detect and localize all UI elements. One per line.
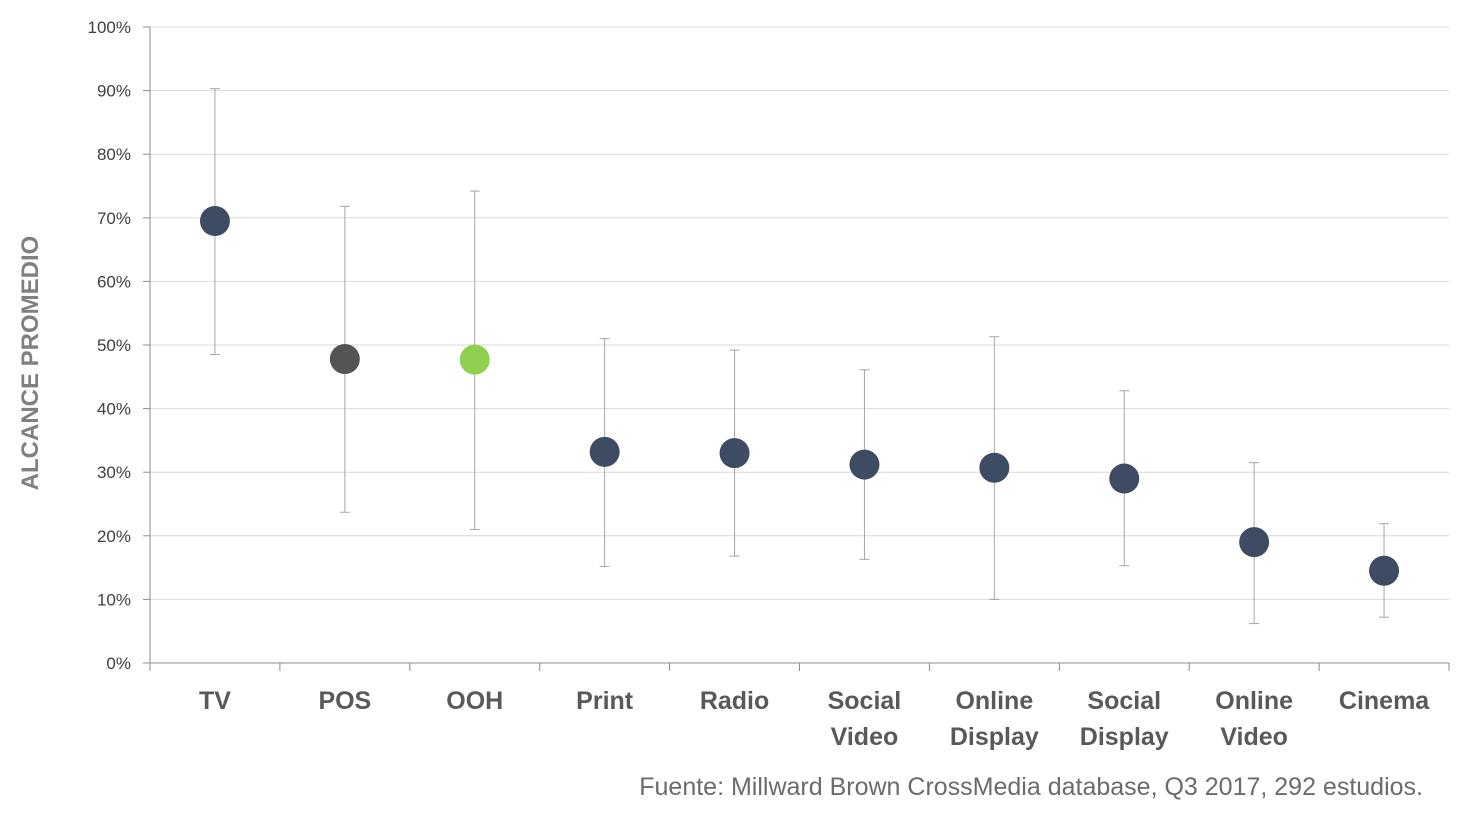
y-tick-label: 20%	[97, 527, 131, 546]
x-tick-label: Social Display	[1080, 687, 1169, 751]
data-point	[589, 436, 620, 467]
data-point	[719, 438, 750, 469]
gridlines	[150, 26, 1449, 600]
x-tick-label: Print	[576, 687, 634, 715]
y-tick-label: 30%	[97, 463, 131, 482]
data-point	[329, 343, 360, 374]
y-tick-labels: 0% 10% 20% 30% 40% 50% 60% 70% 80% 90% 100%	[88, 18, 131, 673]
x-tick-label: Radio	[700, 687, 769, 715]
x-tick-label: OOH	[446, 687, 503, 715]
data-point	[1239, 527, 1270, 558]
x-tick-labels: TV POS OOH Print Radio Social Video Online Displ…	[199, 687, 1430, 751]
y-tick-label: 60%	[97, 272, 131, 291]
x-tick-label: Cinema	[1339, 687, 1430, 715]
data-point	[199, 205, 230, 236]
y-tick-label: 0%	[106, 654, 131, 673]
y-tick-label: 100%	[88, 18, 131, 37]
axes	[143, 26, 1450, 671]
error-bars	[209, 88, 1390, 625]
data-point	[849, 449, 880, 480]
data-point	[1109, 463, 1140, 494]
data-points	[199, 205, 1400, 586]
y-tick-label: 40%	[97, 400, 131, 419]
data-point	[979, 452, 1010, 483]
y-tick-label: 80%	[97, 145, 131, 164]
y-tick-label: 10%	[97, 590, 131, 609]
data-point	[1369, 555, 1400, 586]
data-point	[459, 344, 490, 375]
y-axis-label: ALCANCE PROMEDIO	[17, 236, 44, 491]
x-tick-label: Social Video	[828, 687, 902, 751]
y-tick-label: 50%	[97, 336, 131, 355]
x-tick-label: POS	[318, 687, 371, 715]
source-note: Fuente: Millward Brown CrossMedia databa…	[639, 773, 1423, 801]
y-tick-label: 90%	[97, 82, 131, 101]
x-tick-label: Online Video	[1215, 687, 1293, 751]
y-tick-label: 70%	[97, 209, 131, 228]
x-tick-label: Online Display	[950, 687, 1039, 751]
x-tick-label: TV	[199, 687, 231, 715]
